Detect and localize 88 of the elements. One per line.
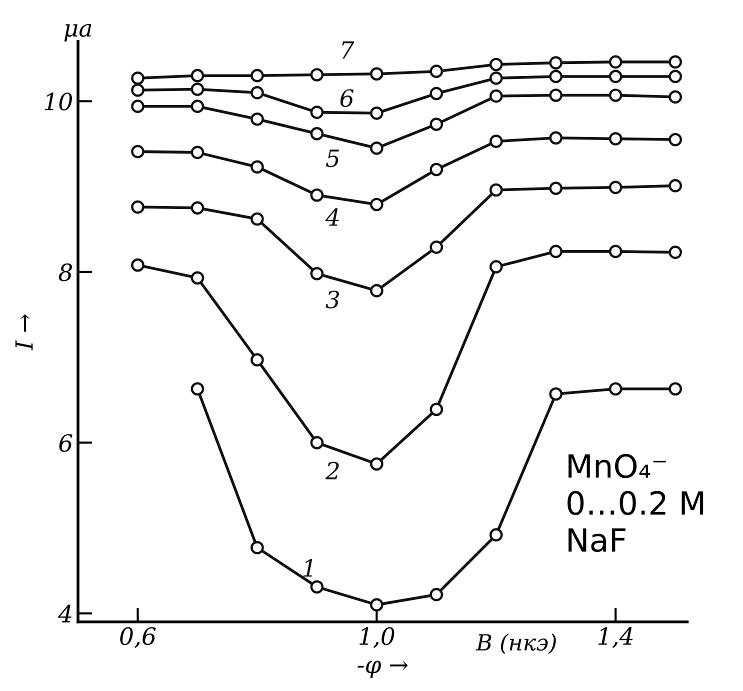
point — [608, 180, 622, 194]
point — [608, 244, 622, 258]
point — [668, 90, 682, 104]
point — [668, 179, 682, 192]
point — [370, 284, 384, 298]
point — [131, 144, 144, 158]
point — [250, 86, 264, 100]
point — [190, 271, 204, 285]
point — [370, 198, 384, 212]
point — [430, 240, 444, 254]
point — [668, 382, 682, 396]
annotation: MnO₄⁻ 0…0.2 M NaF — [568, 454, 704, 552]
series-label: 1 — [303, 559, 312, 577]
point — [489, 183, 503, 197]
point — [430, 402, 444, 416]
point — [549, 56, 563, 70]
x-axis-title: -φ → — [358, 660, 408, 678]
point — [549, 244, 563, 258]
point — [370, 106, 384, 120]
point — [668, 132, 682, 146]
point — [549, 70, 563, 84]
point — [131, 83, 144, 97]
point — [310, 188, 324, 202]
series-label: 7 — [342, 41, 354, 59]
text: В (нкэ) — [476, 634, 556, 654]
point — [608, 55, 622, 69]
point — [310, 266, 324, 280]
series-label: 4 — [325, 208, 339, 226]
point — [250, 160, 264, 174]
point — [310, 436, 324, 450]
y-tick-label: 10 — [44, 92, 72, 111]
point — [668, 70, 682, 84]
point — [190, 82, 204, 96]
point — [430, 118, 444, 131]
y-tick-label: 6 — [59, 434, 72, 452]
point — [370, 457, 384, 471]
point — [430, 86, 444, 100]
point — [668, 55, 682, 69]
point — [489, 72, 503, 85]
point — [310, 580, 324, 594]
point — [430, 162, 444, 176]
y-tick-label: 4 — [58, 604, 72, 622]
point — [489, 260, 503, 274]
point — [489, 58, 503, 72]
point — [131, 100, 144, 113]
y-axis-title: I → — [15, 314, 33, 350]
point — [489, 528, 503, 542]
point — [250, 353, 264, 367]
x-tick-label: 1,4 — [598, 627, 633, 648]
point — [668, 246, 682, 259]
point — [489, 89, 503, 103]
point — [250, 212, 264, 226]
point — [190, 382, 204, 396]
point — [549, 88, 563, 102]
point — [310, 126, 324, 140]
series-label: 3 — [326, 290, 339, 308]
point — [131, 258, 144, 272]
point — [190, 146, 204, 160]
point — [370, 67, 384, 81]
point — [370, 141, 384, 155]
point — [370, 598, 384, 612]
y-tick-label: 8 — [58, 263, 72, 282]
series-label: 6 — [340, 89, 354, 108]
x-tick-label: 1,0 — [360, 627, 394, 648]
point — [608, 70, 622, 84]
point — [549, 387, 563, 401]
point — [250, 68, 264, 82]
point — [430, 588, 444, 602]
point — [549, 182, 563, 195]
point — [310, 106, 324, 119]
point — [131, 200, 144, 214]
point — [250, 540, 264, 554]
annotation: μa — [64, 24, 92, 42]
series-label: 2 — [325, 462, 339, 480]
point — [190, 201, 204, 215]
point — [608, 382, 622, 396]
point — [190, 68, 204, 82]
point — [549, 131, 563, 145]
point — [310, 68, 324, 82]
x-tick-label: 0,6 — [120, 627, 156, 648]
point — [250, 112, 264, 126]
point — [489, 134, 503, 148]
point — [131, 72, 144, 85]
series-label: 5 — [326, 150, 339, 168]
point — [190, 100, 204, 113]
point — [430, 64, 444, 78]
point — [608, 88, 622, 102]
point — [608, 132, 622, 146]
